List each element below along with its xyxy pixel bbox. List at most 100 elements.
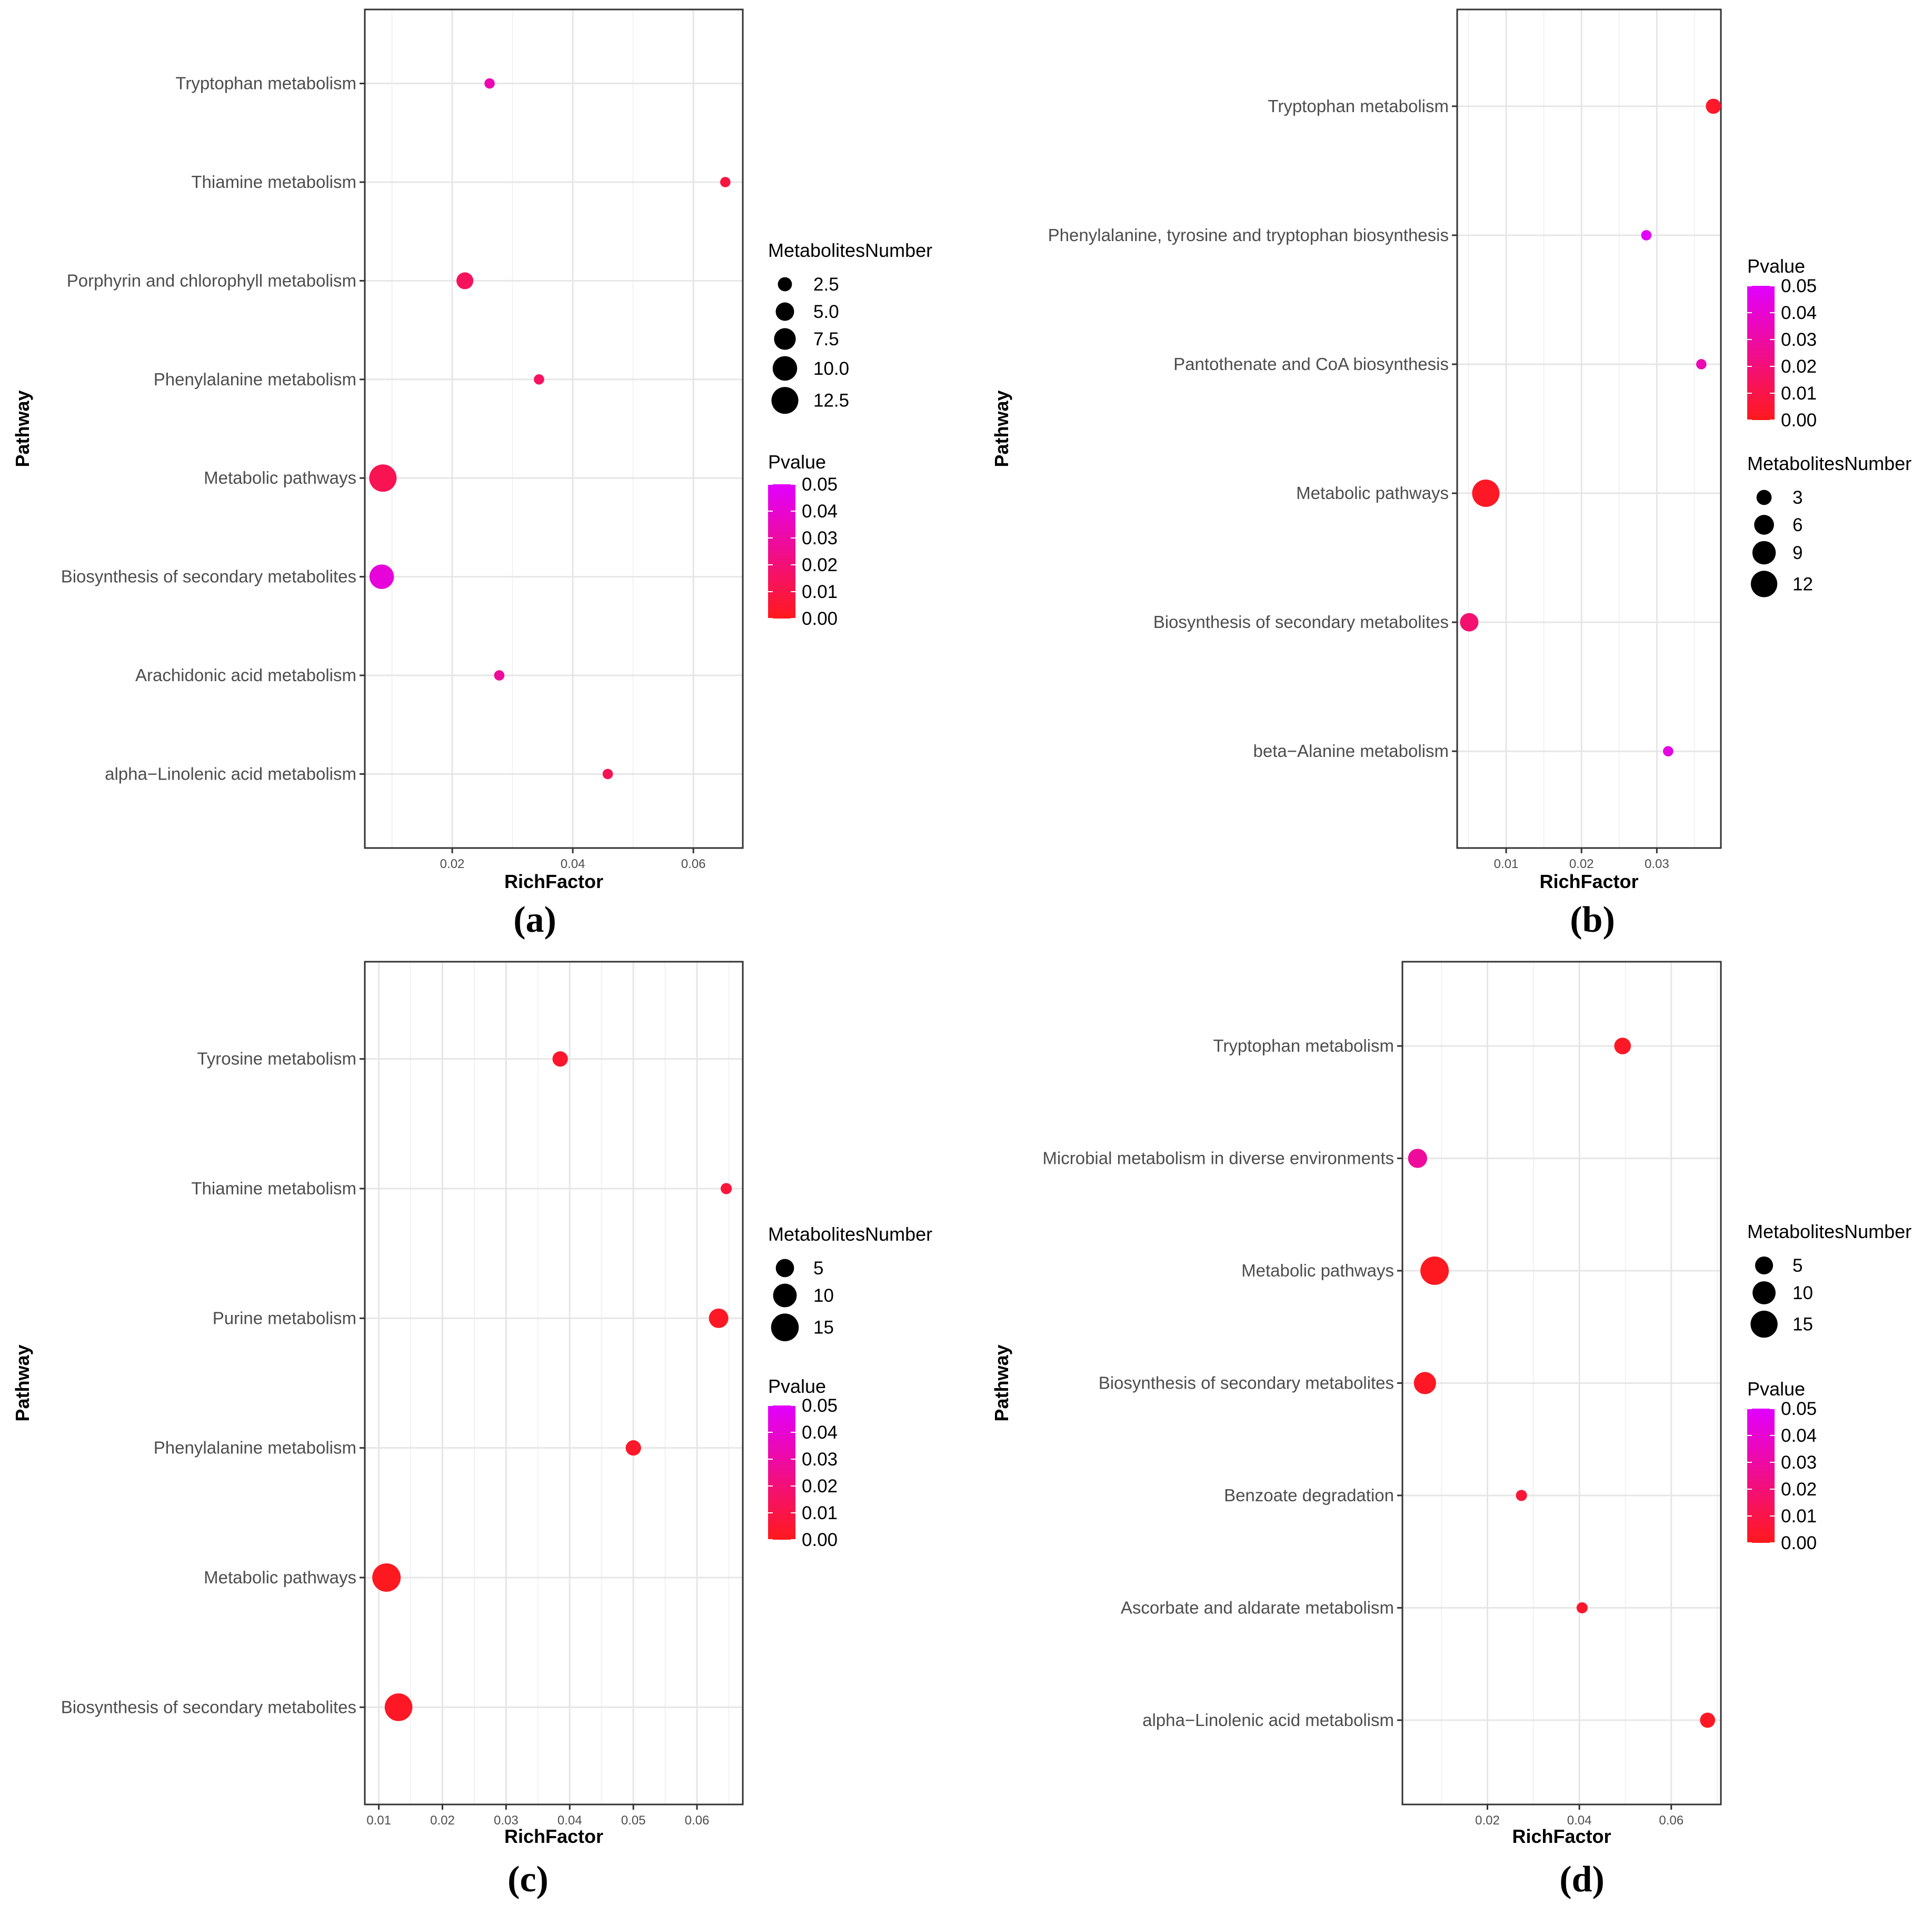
size-legend-label: 5	[1792, 1255, 1802, 1276]
x-tick-label: 0.06	[685, 1813, 710, 1828]
x-tick-label: 0.05	[621, 1813, 646, 1828]
size-legend-key	[771, 387, 799, 414]
color-legend-label: 0.03	[802, 528, 838, 548]
data-point	[1460, 613, 1479, 632]
size-legend-key	[773, 1283, 797, 1308]
y-tick-label: Thiamine metabolism	[191, 1179, 356, 1198]
data-point	[1516, 1490, 1527, 1501]
color-legend-label: 0.03	[1781, 1452, 1817, 1473]
x-tick-label: 0.01	[366, 1813, 391, 1828]
color-legend-label: 0.05	[802, 474, 838, 495]
y-axis-title: Pathway	[12, 390, 33, 467]
y-tick-label: Purine metabolism	[213, 1308, 356, 1328]
size-legend-key	[1750, 571, 1778, 597]
color-legend-label: 0.02	[802, 555, 838, 575]
y-tick-label: Tryptophan metabolism	[1268, 96, 1449, 116]
color-legend-title: Pvalue	[1747, 1378, 1805, 1400]
y-tick-label: Metabolic pathways	[204, 468, 356, 487]
chart-panel-a: alpha−Linolenic acid metabolism Arachidon…	[12, 8, 932, 940]
y-tick-label: Pantothenate and CoA biosynthesis	[1173, 354, 1449, 374]
size-legend-label: 5.0	[813, 302, 839, 322]
data-point	[372, 1563, 401, 1592]
color-legend-label: 0.00	[1781, 410, 1817, 431]
color-legend-label: 0.03	[802, 1449, 838, 1470]
color-legend-label: 0.02	[1781, 1479, 1817, 1500]
size-legend-label: 3	[1792, 487, 1802, 508]
y-tick-label: Phenylalanine metabolism	[154, 1438, 356, 1458]
size-legend-key	[1752, 1281, 1776, 1304]
data-point	[1576, 1602, 1588, 1613]
data-point	[625, 1440, 641, 1456]
size-legend-key	[771, 1313, 799, 1342]
chart-panel-b: beta−Alanine metabolism Biosynthesis of s…	[991, 8, 1911, 940]
color-legend-label: 0.01	[1781, 383, 1817, 404]
x-tick-label: 0.06	[681, 857, 706, 871]
data-point	[384, 1693, 413, 1721]
y-tick-label: Microbial metabolism in diverse environm…	[1042, 1149, 1394, 1168]
color-legend-bar	[768, 484, 795, 619]
plot-border	[1456, 8, 1722, 849]
data-point	[1408, 1149, 1427, 1168]
size-legend-label: 2.5	[813, 274, 839, 295]
x-tick-label: 0.02	[430, 1813, 455, 1828]
size-legend-label: 15	[1792, 1314, 1813, 1335]
data-point	[709, 1308, 729, 1328]
color-legend-label: 0.05	[1781, 276, 1817, 296]
x-tick-label: 0.01	[1494, 857, 1519, 871]
color-legend-title: Pvalue	[1747, 255, 1805, 277]
size-legend-label: 5	[813, 1258, 823, 1279]
y-tick-label: Metabolic pathways	[1296, 483, 1449, 503]
y-tick-label: Biosynthesis of secondary metabolites	[61, 1697, 356, 1717]
data-point	[456, 272, 474, 290]
y-axis-title: Pathway	[12, 1344, 33, 1421]
color-legend-label: 0.01	[802, 582, 838, 602]
panel-label: (c)	[507, 1859, 549, 1900]
panel-label: (b)	[1570, 900, 1615, 940]
color-legend-label: 0.04	[1781, 1425, 1817, 1446]
size-legend-title: MetabolitesNumber	[768, 240, 932, 261]
size-legend-label: 15	[813, 1318, 834, 1338]
color-legend-label: 0.05	[1781, 1399, 1817, 1419]
size-legend-label: 10	[1792, 1283, 1813, 1303]
y-tick-label: alpha−Linolenic acid metabolism	[105, 764, 356, 783]
x-tick-label: 0.04	[557, 1813, 582, 1828]
data-point	[1700, 1712, 1716, 1728]
x-tick-label: 0.04	[561, 857, 585, 871]
size-legend-title: MetabolitesNumber	[1747, 453, 1911, 474]
y-tick-label: Tyrosine metabolism	[197, 1049, 356, 1069]
data-point	[494, 670, 505, 681]
data-point	[1696, 359, 1707, 370]
data-point	[369, 464, 397, 492]
size-legend-key	[774, 328, 796, 350]
x-axis-title: RichFactor	[1512, 1826, 1611, 1847]
x-tick-label: 0.02	[1475, 1813, 1500, 1828]
x-tick-label: 0.03	[1645, 857, 1669, 871]
color-legend-label: 0.02	[802, 1476, 838, 1497]
data-point	[369, 564, 394, 589]
y-tick-label: Metabolic pathways	[1241, 1261, 1394, 1280]
color-legend-label: 0.00	[802, 1530, 838, 1550]
y-tick-label: Thiamine metabolism	[191, 172, 356, 192]
size-legend-key	[1750, 1310, 1778, 1338]
plot-border	[364, 961, 744, 1806]
y-tick-label: Tryptophan metabolism	[1213, 1036, 1394, 1055]
x-tick-label: 0.03	[494, 1813, 519, 1828]
size-legend-title: MetabolitesNumber	[768, 1223, 932, 1245]
color-legend-label: 0.02	[1781, 356, 1817, 377]
y-tick-label: Ascorbate and aldarate metabolism	[1121, 1598, 1394, 1617]
y-axis-title: Pathway	[991, 390, 1012, 467]
color-legend-bar	[1747, 286, 1775, 420]
size-legend-title: MetabolitesNumber	[1747, 1221, 1911, 1242]
size-legend-key	[1755, 1256, 1774, 1275]
y-tick-label: alpha−Linolenic acid metabolism	[1142, 1710, 1394, 1730]
x-tick-label: 0.02	[440, 857, 465, 871]
color-legend-label: 0.04	[802, 1422, 838, 1443]
size-legend-key	[1756, 490, 1772, 505]
y-tick-label: Benzoate degradation	[1224, 1485, 1394, 1505]
color-legend-bar	[1747, 1409, 1775, 1543]
color-legend-label: 0.03	[1781, 330, 1817, 350]
data-point	[602, 769, 613, 780]
color-legend-title: Pvalue	[768, 1375, 826, 1397]
